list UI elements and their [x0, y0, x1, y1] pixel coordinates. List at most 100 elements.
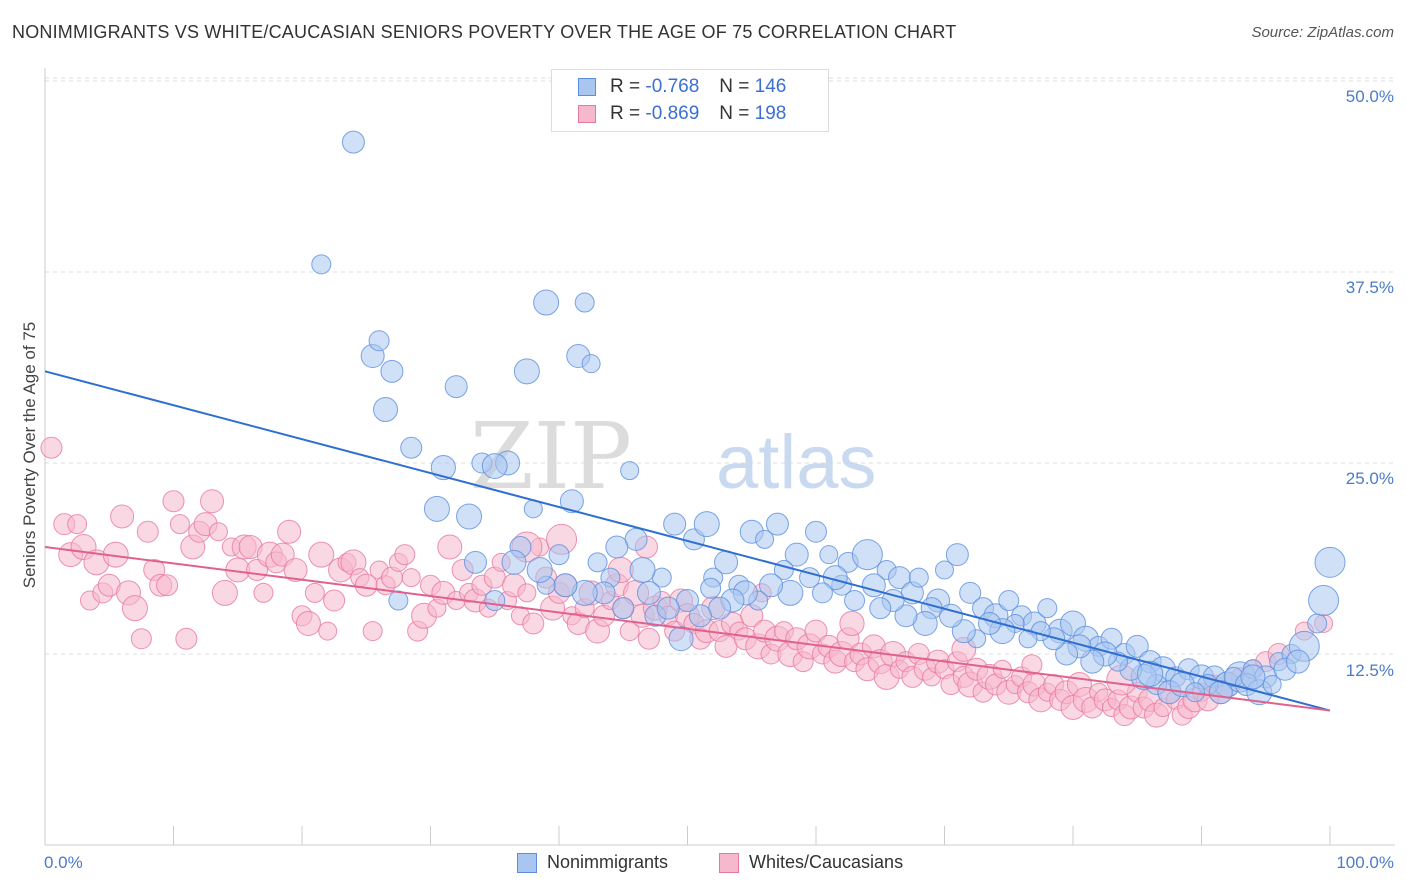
point-whites	[67, 514, 88, 535]
point-nonimmigrants	[908, 567, 929, 588]
point-nonimmigrants	[574, 292, 595, 313]
point-nonimmigrants	[668, 626, 694, 652]
y-tick-label-25: 25.0%	[1345, 469, 1394, 488]
series-whites-points	[40, 436, 1334, 728]
point-nonimmigrants	[553, 573, 578, 598]
point-nonimmigrants	[605, 535, 629, 559]
point-nonimmigrants	[629, 556, 656, 583]
point-whites	[283, 557, 308, 582]
chart-source: Source: ZipAtlas.com	[1251, 24, 1394, 41]
legend-swatch-pink	[719, 852, 739, 873]
point-nonimmigrants	[1137, 660, 1164, 687]
point-whites	[40, 436, 63, 459]
n-label: N =	[719, 76, 750, 97]
point-nonimmigrants	[851, 539, 883, 571]
swatch-blue	[578, 78, 596, 96]
point-nonimmigrants	[559, 489, 584, 514]
point-whites	[401, 568, 421, 588]
legend-item-nonimmigrants[interactable]: Nonimmigrants	[517, 852, 668, 873]
y-axis-label: Seniors Poverty Over the Age of 75	[20, 321, 39, 589]
point-nonimmigrants	[714, 550, 739, 575]
point-nonimmigrants	[513, 358, 540, 385]
point-nonimmigrants	[423, 495, 450, 522]
n-label: N =	[719, 103, 750, 124]
point-nonimmigrants	[869, 597, 892, 620]
point-nonimmigrants	[784, 542, 809, 567]
r-value: -0.768	[645, 76, 700, 97]
point-nonimmigrants	[548, 544, 570, 566]
stats-row-nonimmigrants: R = -0.768 N = 146	[578, 75, 786, 99]
point-nonimmigrants	[400, 436, 423, 459]
point-whites	[308, 541, 335, 568]
point-whites	[175, 627, 198, 650]
point-whites	[253, 582, 274, 603]
point-nonimmigrants	[1308, 585, 1340, 617]
point-nonimmigrants	[581, 354, 601, 374]
point-whites	[110, 504, 135, 529]
point-nonimmigrants	[1125, 634, 1149, 658]
point-nonimmigrants	[533, 289, 560, 316]
trend-line-whites	[44, 546, 1331, 712]
stats-legend: R = -0.768 N = 146 R = -0.869 N = 198	[551, 69, 829, 132]
point-nonimmigrants	[1055, 642, 1079, 666]
point-nonimmigrants	[998, 590, 1020, 612]
point-whites	[156, 574, 179, 597]
point-nonimmigrants	[959, 581, 982, 604]
r-label: R =	[610, 103, 641, 124]
point-whites	[1021, 654, 1043, 676]
trend-line-nonimmigrants	[44, 370, 1331, 712]
point-nonimmigrants	[819, 545, 839, 565]
y-tick-label-37-5: 37.5%	[1345, 278, 1394, 297]
series-nonimmigrants-points	[311, 130, 1346, 706]
point-nonimmigrants	[430, 454, 456, 481]
point-nonimmigrants	[656, 596, 680, 620]
point-nonimmigrants	[612, 597, 635, 620]
point-nonimmigrants	[935, 560, 954, 580]
point-nonimmigrants	[388, 590, 409, 611]
point-nonimmigrants	[463, 550, 487, 574]
point-whites	[162, 490, 185, 513]
chart-title: NONIMMIGRANTS VS WHITE/CAUCASIAN SENIORS…	[12, 22, 957, 42]
point-whites	[304, 582, 325, 603]
point-nonimmigrants	[861, 573, 886, 598]
axes	[44, 68, 1395, 846]
point-nonimmigrants	[945, 543, 969, 567]
legend-label-whites: Whites/Caucasians	[749, 852, 904, 872]
point-nonimmigrants	[1285, 649, 1310, 674]
point-nonimmigrants	[1018, 629, 1038, 649]
point-whites	[208, 522, 228, 542]
point-nonimmigrants	[811, 582, 833, 604]
point-nonimmigrants	[755, 529, 775, 549]
point-whites	[200, 489, 225, 514]
point-nonimmigrants	[587, 552, 608, 573]
point-whites	[804, 619, 828, 643]
point-nonimmigrants	[636, 580, 661, 605]
point-nonimmigrants	[373, 397, 399, 423]
stats-row-whites: R = -0.869 N = 198	[578, 102, 786, 126]
r-value: -0.869	[645, 103, 700, 124]
point-whites	[130, 628, 152, 650]
point-whites	[295, 610, 321, 636]
point-nonimmigrants	[624, 527, 648, 551]
point-nonimmigrants	[844, 590, 866, 612]
point-nonimmigrants	[481, 453, 508, 479]
point-nonimmigrants	[894, 604, 918, 628]
point-nonimmigrants	[708, 596, 732, 620]
point-whites	[437, 534, 463, 560]
point-nonimmigrants	[663, 512, 687, 536]
point-whites	[394, 544, 416, 566]
legend-item-whites[interactable]: Whites/Caucasians	[719, 852, 903, 873]
y-tick-label-12-5: 12.5%	[1345, 661, 1394, 680]
point-whites	[362, 621, 383, 642]
n-value: 198	[754, 103, 787, 124]
point-nonimmigrants	[368, 330, 390, 352]
point-whites	[211, 579, 238, 606]
y-tick-label-50: 50.0%	[1345, 87, 1394, 106]
x-tick-label-100: 100.0%	[1336, 853, 1394, 872]
point-nonimmigrants	[1307, 613, 1328, 634]
point-nonimmigrants	[759, 573, 784, 598]
point-nonimmigrants	[444, 375, 468, 399]
point-nonimmigrants	[501, 549, 527, 575]
x-tick-label-0: 0.0%	[44, 853, 83, 872]
swatch-pink	[578, 105, 596, 123]
